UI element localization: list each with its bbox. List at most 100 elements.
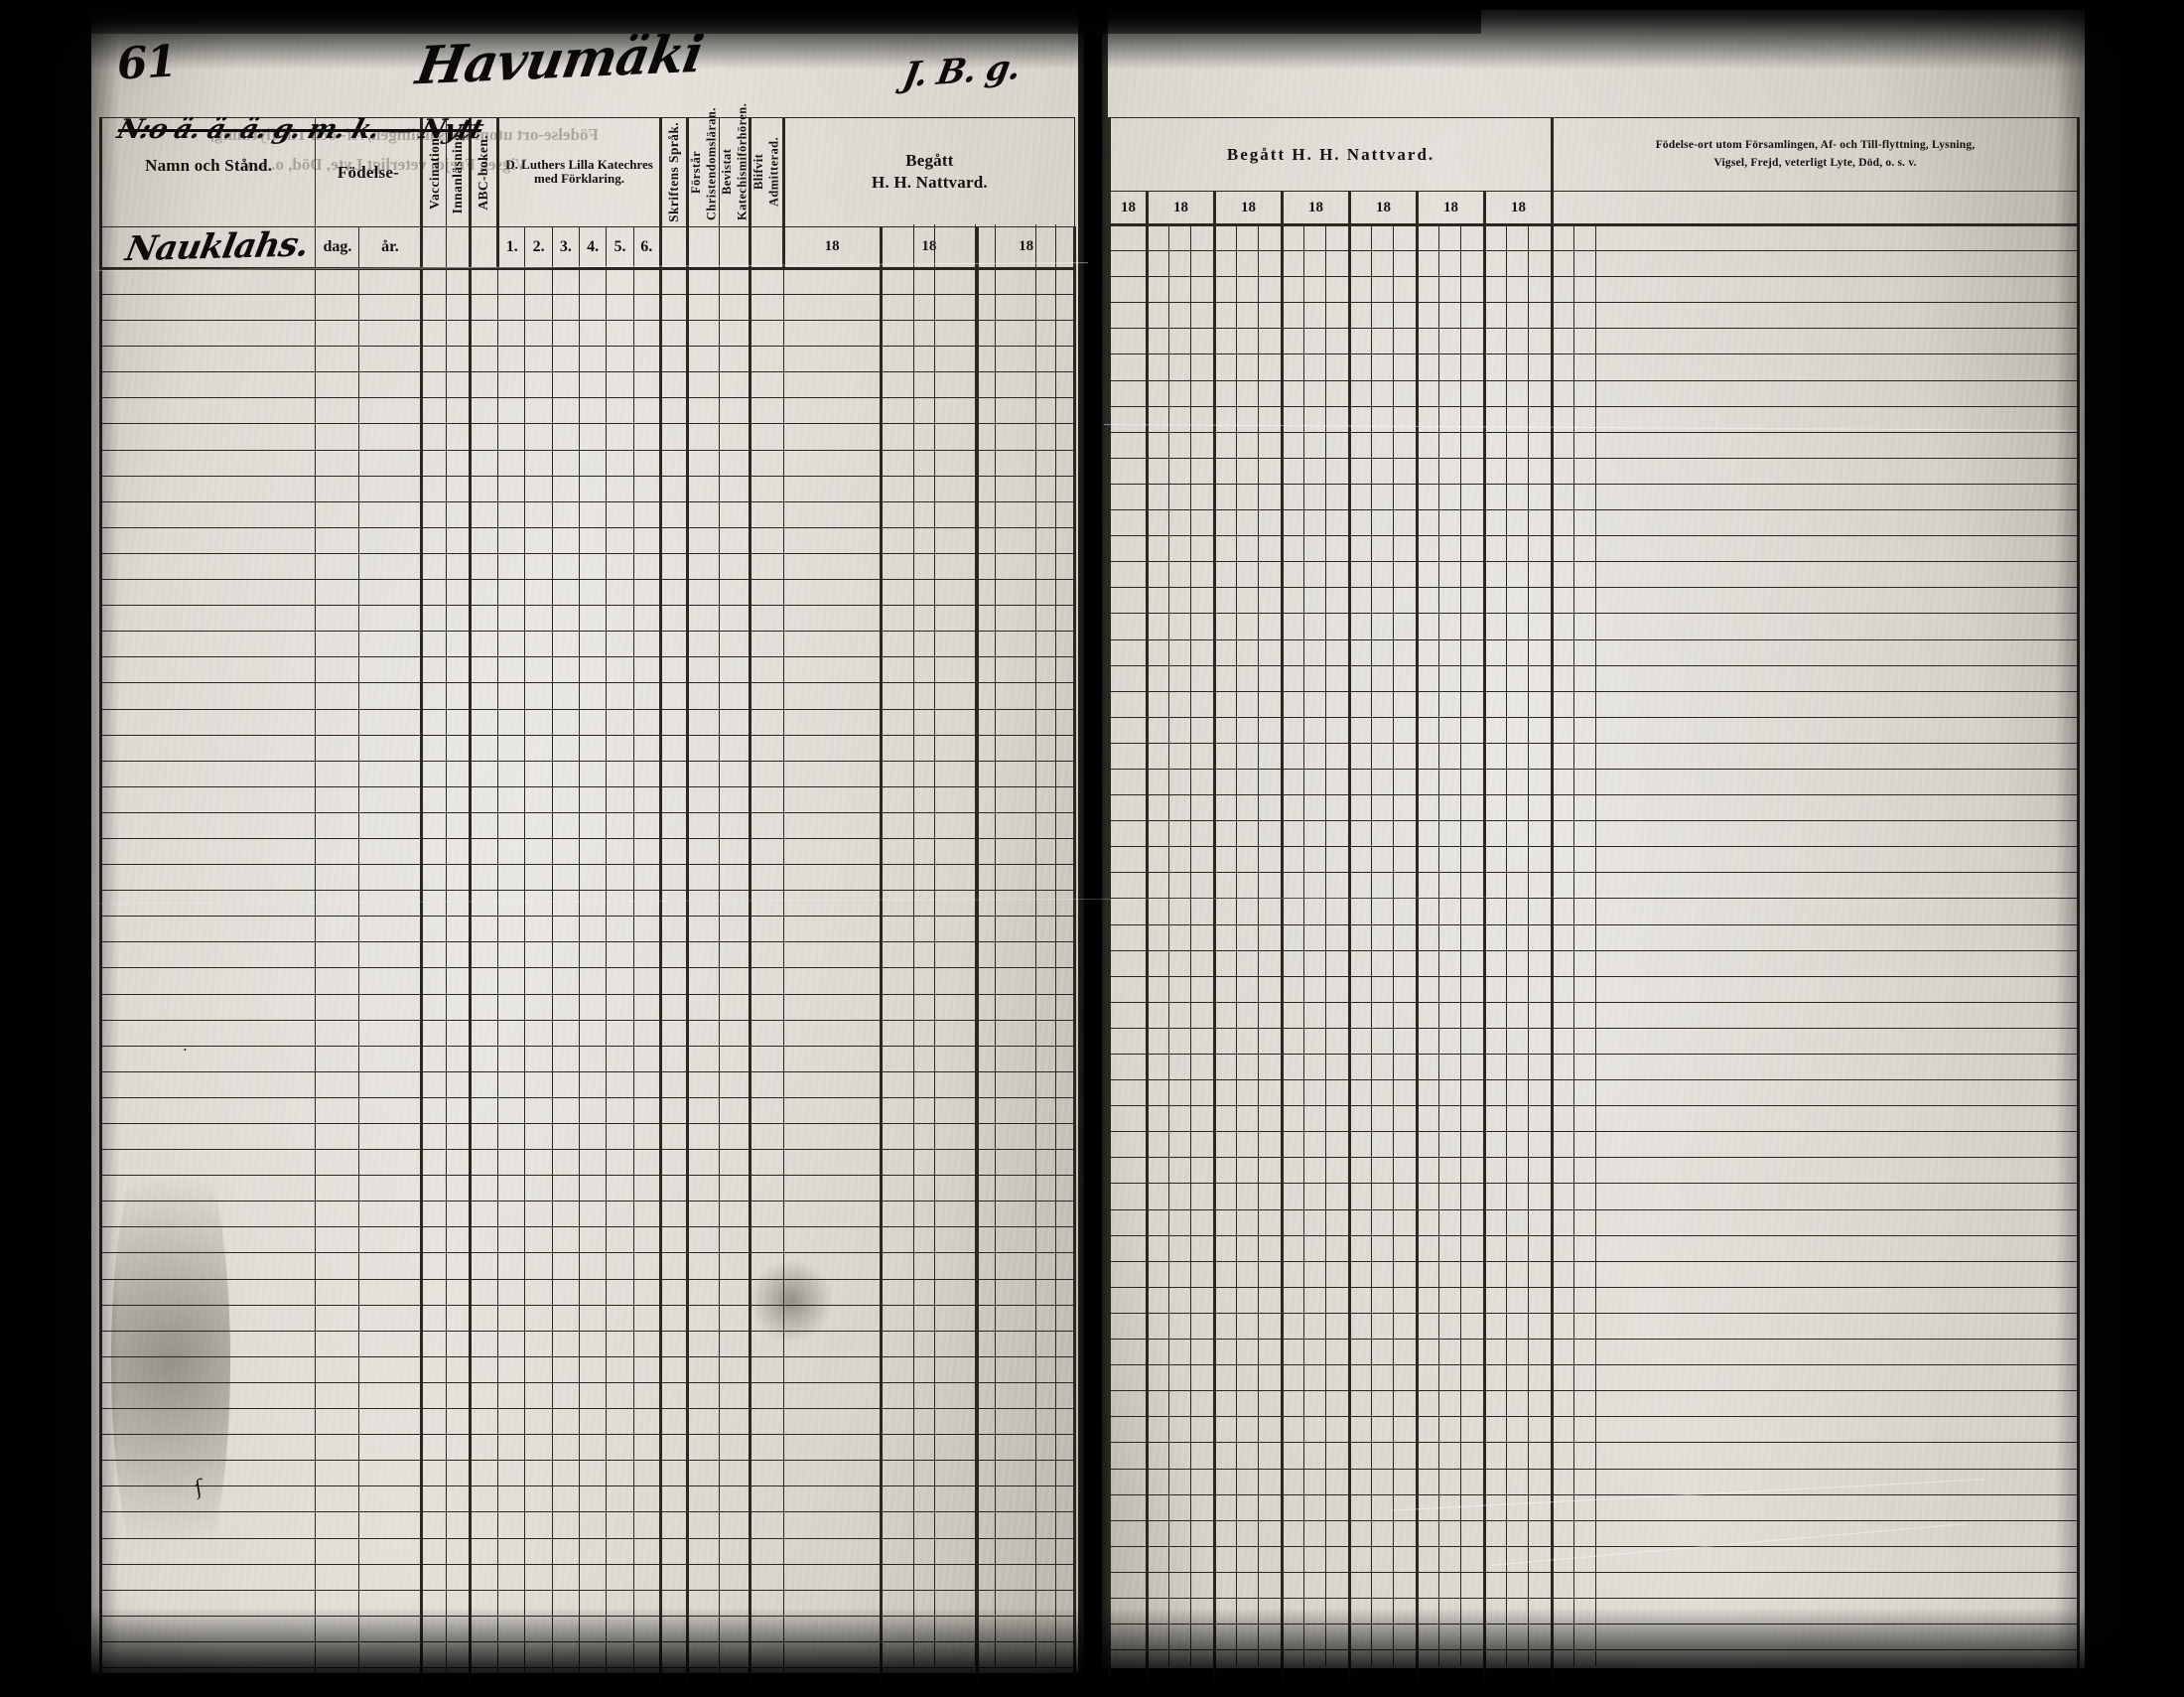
table-cell[interactable] (1108, 1286, 1148, 1314)
table-cell[interactable] (658, 1304, 689, 1332)
table-cell[interactable] (782, 1615, 882, 1642)
table-cell[interactable] (1281, 250, 1350, 278)
table-cell[interactable] (358, 1278, 423, 1306)
table-cell[interactable] (315, 890, 360, 918)
table-cell[interactable] (1416, 1260, 1485, 1288)
table-cell[interactable] (1482, 1416, 1554, 1444)
table-cell[interactable] (632, 1045, 662, 1072)
table-cell[interactable] (749, 346, 784, 373)
table-cell[interactable] (606, 526, 634, 554)
table-cell[interactable] (358, 656, 423, 684)
table-cell[interactable] (445, 682, 471, 710)
table-cell[interactable] (686, 346, 720, 373)
table-cell[interactable] (1281, 1390, 1350, 1418)
table-cell[interactable] (98, 526, 317, 554)
table-cell[interactable] (497, 320, 526, 348)
table-cell[interactable] (420, 1537, 447, 1565)
table-cell[interactable] (749, 1045, 784, 1072)
table-cell[interactable] (1108, 1234, 1148, 1262)
table-cell[interactable] (579, 941, 608, 969)
table-cell[interactable] (1146, 975, 1215, 1003)
table-cell[interactable] (497, 967, 526, 995)
table-cell[interactable] (551, 941, 581, 969)
table-cell[interactable] (1348, 1597, 1418, 1626)
table-cell[interactable] (468, 1149, 499, 1177)
table-cell[interactable] (879, 890, 979, 918)
table-cell[interactable] (358, 1019, 423, 1047)
table-cell[interactable] (1348, 898, 1418, 925)
table-cell[interactable] (1348, 354, 1418, 381)
table-cell[interactable] (606, 1355, 634, 1383)
table-cell[interactable] (1551, 1079, 2081, 1107)
table-cell[interactable] (686, 890, 720, 918)
table-cell[interactable] (1108, 1390, 1148, 1418)
table-cell[interactable] (879, 760, 979, 787)
table-cell[interactable] (1108, 1339, 1148, 1366)
table-cell[interactable] (1348, 1571, 1418, 1599)
table-cell[interactable] (686, 1460, 720, 1487)
table-cell[interactable] (551, 605, 581, 633)
table-cell[interactable] (1416, 716, 1485, 744)
table-cell[interactable] (976, 1123, 1076, 1151)
table-cell[interactable] (358, 916, 423, 943)
table-cell[interactable] (497, 294, 526, 322)
table-cell[interactable] (632, 1096, 662, 1125)
table-cell[interactable] (468, 1563, 499, 1591)
table-cell[interactable] (606, 320, 634, 348)
table-cell[interactable] (358, 1201, 423, 1228)
table-cell[interactable] (315, 526, 360, 554)
table-cell[interactable] (658, 1408, 689, 1436)
table-cell[interactable] (606, 811, 634, 839)
table-cell[interactable] (497, 1563, 526, 1591)
table-cell[interactable] (315, 941, 360, 969)
table-cell[interactable] (1108, 794, 1148, 822)
table-cell[interactable] (879, 579, 979, 607)
table-cell[interactable] (445, 1304, 471, 1332)
table-cell[interactable] (1108, 405, 1148, 433)
table-cell[interactable] (579, 371, 608, 399)
table-cell[interactable] (632, 526, 662, 554)
table-cell[interactable] (1213, 898, 1283, 925)
table-cell[interactable] (1348, 1183, 1418, 1210)
table-cell[interactable] (497, 1615, 526, 1642)
table-cell[interactable] (718, 1434, 751, 1462)
table-cell[interactable] (1416, 535, 1485, 563)
table-cell[interactable] (1551, 1027, 2081, 1056)
table-cell[interactable] (1551, 1312, 2081, 1341)
table-cell[interactable] (879, 1615, 979, 1642)
table-cell[interactable] (749, 682, 784, 710)
table-cell[interactable] (551, 1278, 581, 1306)
table-cell[interactable] (1551, 716, 2081, 744)
table-cell[interactable] (749, 890, 784, 918)
table-cell[interactable] (1416, 1079, 1485, 1107)
table-cell[interactable] (98, 760, 317, 787)
table-cell[interactable] (358, 708, 423, 736)
table-cell[interactable] (1108, 1442, 1148, 1470)
table-cell[interactable] (579, 1226, 608, 1254)
table-cell[interactable] (879, 708, 979, 736)
table-cell[interactable] (976, 1278, 1076, 1306)
table-cell[interactable] (315, 1019, 360, 1047)
table-cell[interactable] (315, 967, 360, 995)
table-cell[interactable] (606, 1434, 634, 1462)
table-cell[interactable] (468, 993, 499, 1021)
table-cell[interactable] (1213, 431, 1283, 459)
table-cell[interactable] (749, 1304, 784, 1332)
table-cell[interactable] (686, 760, 720, 787)
table-cell[interactable] (718, 1589, 751, 1617)
table-cell[interactable] (1482, 1442, 1554, 1470)
table-cell[interactable] (1281, 1053, 1350, 1081)
table-cell[interactable] (1108, 846, 1148, 874)
table-cell[interactable] (1281, 716, 1350, 744)
table-cell[interactable] (606, 941, 634, 969)
table-cell[interactable] (315, 1693, 360, 1697)
table-cell[interactable] (976, 267, 1076, 296)
table-cell[interactable] (686, 1149, 720, 1177)
table-cell[interactable] (1108, 1675, 1148, 1697)
table-cell[interactable] (976, 294, 1076, 322)
table-cell[interactable] (468, 423, 499, 451)
table-cell[interactable] (551, 1666, 581, 1695)
table-cell[interactable] (445, 552, 471, 581)
table-cell[interactable] (1416, 638, 1485, 666)
table-cell[interactable] (718, 1511, 751, 1539)
